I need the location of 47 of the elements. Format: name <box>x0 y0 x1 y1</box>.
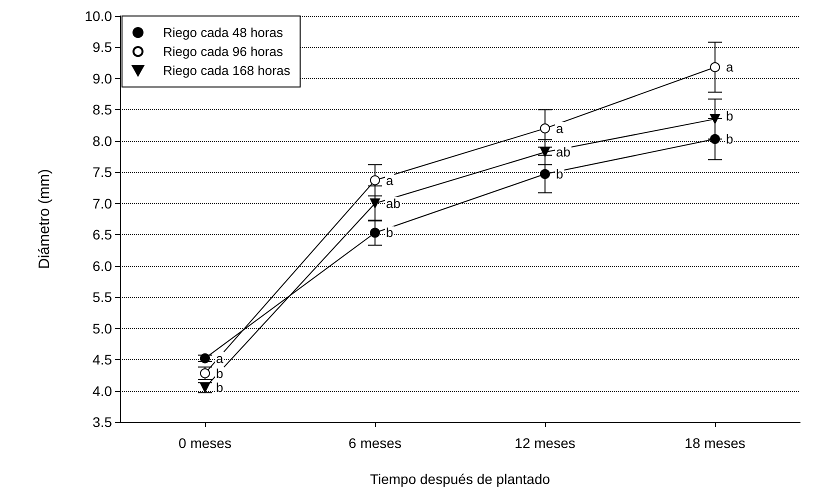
point <box>540 169 550 180</box>
point <box>200 353 210 364</box>
y-tick-label: 6.0 <box>92 258 112 274</box>
x-tick-label: 12 meses <box>514 435 576 451</box>
y-tick-label: 3.5 <box>92 414 112 430</box>
y-tick-label: 4.0 <box>92 382 112 399</box>
point <box>370 198 380 208</box>
y-tick-label: 9.5 <box>92 39 112 56</box>
legend-label: Riego cada 168 horas <box>163 63 291 78</box>
y-tick-label: 4.5 <box>92 352 112 368</box>
annotation: ab <box>556 144 570 160</box>
y-tick-label: 10.0 <box>84 8 112 24</box>
y-tick-label: 8.5 <box>92 102 112 118</box>
x-tick-label: 6 meses <box>348 435 402 451</box>
y-tick-label: 5.5 <box>92 289 112 306</box>
point <box>370 175 380 186</box>
point <box>710 62 720 72</box>
legend-label: Riego cada 96 horas <box>163 44 284 59</box>
legend-label: Riego cada 48 horas <box>163 25 284 40</box>
annotation: ab <box>386 196 400 211</box>
y-axis-title: Diámetro (mm) <box>36 169 53 269</box>
annotation: b <box>216 380 224 396</box>
y-tick-label: 6.5 <box>92 226 112 243</box>
y-tick-label: 7.0 <box>92 195 112 212</box>
point <box>200 368 210 378</box>
point <box>540 123 550 134</box>
y-tick-label: 9.0 <box>92 70 112 86</box>
y-tick-label: 7.5 <box>92 164 112 180</box>
annotation: b <box>726 108 734 124</box>
annotation: b <box>216 366 224 381</box>
point <box>710 134 720 144</box>
annotation: a <box>556 120 564 136</box>
annotation: a <box>386 172 394 188</box>
x-tick-label: 18 meses <box>684 435 746 451</box>
point <box>200 382 210 393</box>
annotation: a <box>726 60 734 75</box>
annotation: a <box>216 350 224 366</box>
x-tick-label: 0 meses <box>178 435 232 451</box>
y-tick-label: 5.0 <box>92 320 112 336</box>
point <box>710 114 720 124</box>
annotation: b <box>726 132 734 147</box>
annotation: b <box>556 166 564 182</box>
point <box>540 147 550 158</box>
annotation: b <box>386 225 394 240</box>
y-tick-label: 8.0 <box>92 132 112 149</box>
point <box>370 228 380 238</box>
x-axis-title: Tiempo después de plantado <box>370 471 550 487</box>
